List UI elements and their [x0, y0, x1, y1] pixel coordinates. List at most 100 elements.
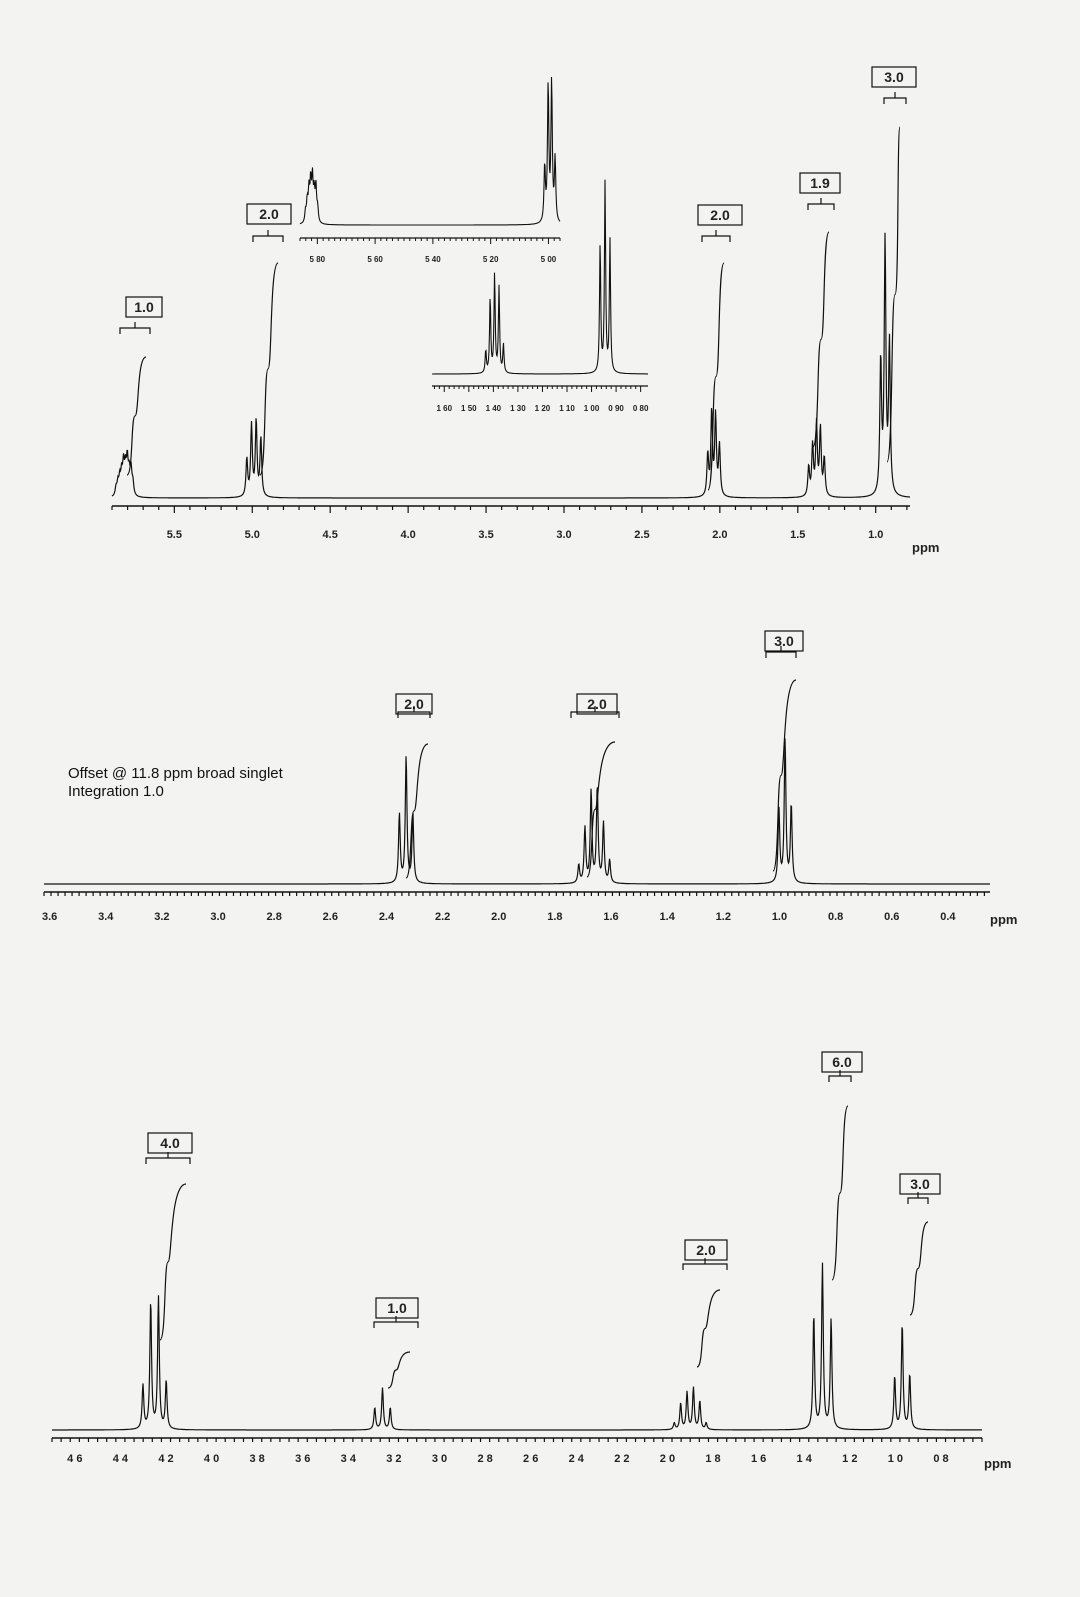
tick-label: 3 8: [249, 1453, 264, 1465]
axis-ticks: [111, 506, 908, 513]
spectrum-panel-1: 5.5 5.0 4.5 4.0 3.5 3.0 2.5 2.0 1.5 1.0 ppm 1.0 2.0 2…: [111, 66, 939, 555]
integral-bracket: [828, 1070, 852, 1082]
inset-tick-label: 5 20: [483, 255, 499, 264]
integral-2: 2.0: [570, 693, 620, 878]
integral-curve: [259, 262, 279, 476]
integral-value: 3.0: [774, 633, 794, 649]
inset-tick-label: 1 50: [461, 404, 477, 413]
integral-4: 1.9: [799, 172, 841, 448]
integral-1: 4.0: [145, 1132, 193, 1341]
integral-value: 3.0: [884, 69, 904, 85]
inset-tick-label: 1 30: [510, 404, 526, 413]
integral-bracket: [701, 230, 731, 242]
integral-curve: [812, 231, 830, 448]
integral-curve: [159, 1183, 187, 1341]
integral-1: 1.0: [119, 296, 163, 476]
integral-box: [246, 203, 292, 225]
integral-curve: [831, 1105, 849, 1281]
inset-tick-label: 1 60: [436, 404, 452, 413]
tick-label: 5.0: [245, 529, 260, 541]
integral-2: 1.0: [373, 1297, 419, 1389]
inset-tick-label: 1 20: [535, 404, 551, 413]
inset-trace: [299, 76, 561, 226]
tick-label: 2.2: [435, 911, 450, 923]
inset-tick-label: 5 00: [541, 255, 557, 264]
integral-3: 3.0: [764, 630, 804, 872]
inset-2: 1 60 1 50 1 40 1 30 1 20 1 10 1 00 0 90 0 80: [432, 179, 649, 413]
integral-4: 6.0: [821, 1051, 863, 1281]
tick-label: 2 2: [614, 1453, 629, 1465]
tick-label: 3.6: [42, 911, 57, 923]
tick-label: 4 6: [67, 1453, 82, 1465]
integral-box: [375, 1297, 419, 1319]
tick-label: 1 6: [751, 1453, 766, 1465]
integral-value: 2.0: [696, 1242, 716, 1258]
tick-label: 1 8: [705, 1453, 720, 1465]
integral-bracket: [570, 706, 620, 718]
tick-label: 1.2: [716, 911, 731, 923]
tick-label: 0.8: [828, 911, 843, 923]
integral-value: 1.0: [134, 299, 154, 315]
axis-ticks: [51, 1438, 983, 1442]
tick-label: 2 8: [477, 1453, 492, 1465]
offset-note: Offset @ 11.8 ppm broad singlet Integrat…: [68, 765, 283, 801]
integral-box: [871, 66, 917, 88]
integral-bracket: [807, 198, 835, 210]
integral-curve: [707, 262, 725, 491]
x-axis-unit: ppm: [984, 1456, 1011, 1471]
integral-bracket: [252, 230, 284, 242]
tick-label: 2.6: [323, 911, 338, 923]
spectrum-trace: [52, 1262, 982, 1431]
tick-label: 3.5: [478, 529, 493, 541]
integral-box: [821, 1051, 863, 1073]
integral-curve: [586, 741, 616, 878]
inset-tick-label: 5 60: [367, 255, 383, 264]
tick-label: 1.8: [547, 911, 562, 923]
integral-value: 2.0: [259, 206, 279, 222]
inset-tick-label: 5 80: [310, 255, 326, 264]
integral-2: 2.0: [246, 203, 292, 476]
inset-tick-label: 1 00: [584, 404, 600, 413]
x-axis-unit: ppm: [990, 912, 1017, 927]
inset-tick-label: 5 40: [425, 255, 441, 264]
tick-label: 2 6: [523, 1453, 538, 1465]
integral-box: [899, 1173, 941, 1195]
tick-label: 3 4: [341, 1453, 357, 1465]
tick-label: 3 6: [295, 1453, 310, 1465]
tick-label: 2.0: [712, 529, 727, 541]
integral-box: [697, 204, 743, 226]
tick-label: 4 4: [113, 1453, 129, 1465]
spectrum-panel-2: 3.6 3.4 3.2 3.0 2.8 2.6 2.4 2.2 2.0 1.8 1.6 1.4 1.2 1…: [42, 630, 1017, 927]
tick-label: 2.5: [634, 529, 649, 541]
integral-value: 4.0: [160, 1135, 180, 1151]
inset-tick-label: 0 80: [633, 404, 649, 413]
tick-label: 1 2: [842, 1453, 857, 1465]
integral-curve: [909, 1221, 929, 1316]
spectrum-panel-3: 4 6 4 4 4 2 4 0 3 8 3 6 3 4 3 2 3 0 2 8 2 6 2 4 2 2 2…: [51, 1051, 1011, 1471]
integral-curve: [387, 1351, 411, 1389]
tick-label: 3.0: [556, 529, 571, 541]
integral-value: 2.0: [404, 696, 424, 712]
tick-label: 4.0: [400, 529, 415, 541]
integral-box: [125, 296, 163, 318]
inset-tick-label: 1 10: [559, 404, 575, 413]
integral-box: [395, 693, 433, 715]
integral-value: 2.0: [710, 207, 730, 223]
integral-5: 3.0: [871, 66, 917, 463]
integral-3: 2.0: [697, 204, 743, 491]
integral-value: 1.9: [810, 175, 830, 191]
integral-bracket: [397, 706, 431, 718]
tick-label: 1 4: [797, 1453, 813, 1465]
tick-label: 3.2: [154, 911, 169, 923]
spectrum-trace: [44, 738, 990, 885]
tick-label: 3 0: [432, 1453, 447, 1465]
integral-box: [764, 630, 804, 652]
tick-label: 0.4: [940, 911, 956, 923]
integral-bracket: [765, 646, 797, 658]
integral-5: 3.0: [899, 1173, 941, 1316]
integral-box: [576, 693, 618, 715]
tick-label: 2 0: [660, 1453, 675, 1465]
integral-value: 1.0: [387, 1300, 407, 1316]
